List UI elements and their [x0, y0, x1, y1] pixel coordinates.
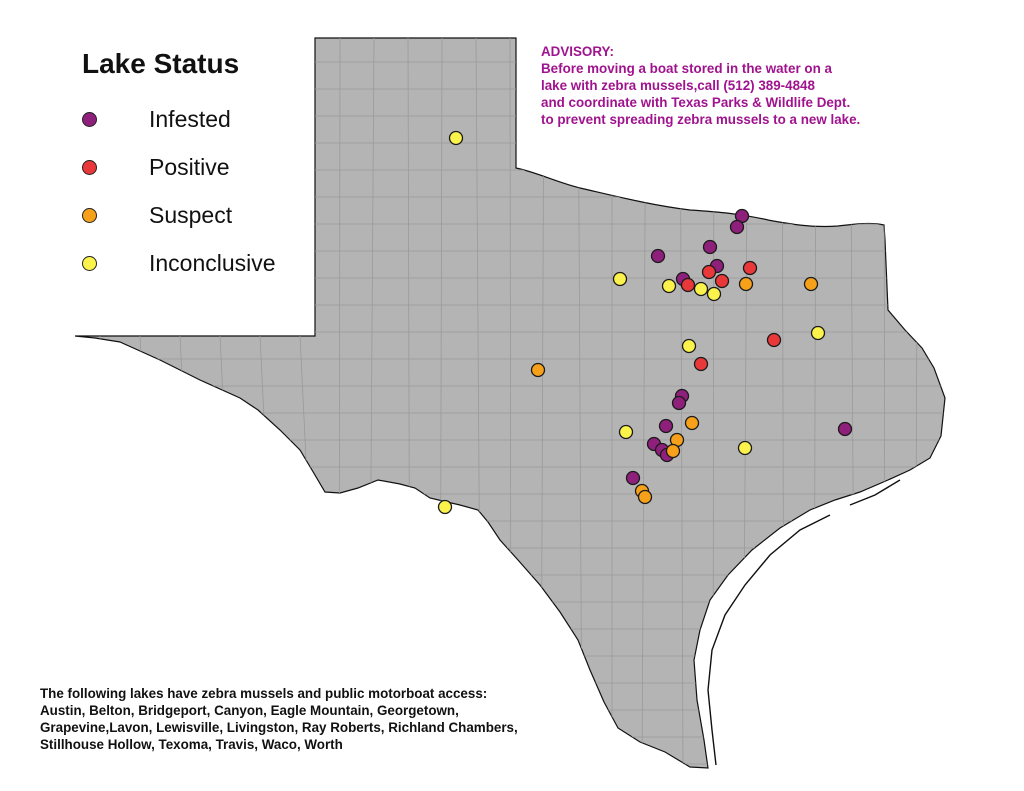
- lake-marker-infested: [658, 418, 674, 434]
- lake-marker-inconclusive: [612, 271, 628, 287]
- advisory-line: lake with zebra mussels,call (512) 389-4…: [541, 78, 815, 93]
- advisory-line: to prevent spreading zebra mussels to a …: [541, 112, 861, 127]
- legend-label: Infested: [149, 105, 231, 132]
- legend-title: Lake Status: [82, 48, 240, 79]
- legend-label: Suspect: [149, 201, 233, 228]
- coastline-islands: [707, 479, 901, 766]
- lake-marker-positive: [680, 277, 696, 293]
- lake-markers: [437, 130, 853, 515]
- lake-marker-suspect: [684, 415, 700, 431]
- advisory-line: Before moving a boat stored in the water…: [541, 61, 832, 76]
- legend-item-infested: Infested: [82, 104, 231, 134]
- legend-item-inconclusive: Inconclusive: [82, 248, 276, 278]
- legend-label: Inconclusive: [149, 249, 276, 276]
- lake-marker-inconclusive: [693, 281, 709, 297]
- lake-marker-positive: [766, 332, 782, 348]
- positive-marker-icon: [82, 159, 97, 175]
- lake-marker-suspect: [530, 362, 546, 378]
- lake-marker-infested: [702, 239, 718, 255]
- footer-line: Stillhouse Hollow, Texoma, Travis, Waco,…: [40, 737, 343, 752]
- lake-marker-infested: [625, 470, 641, 486]
- lake-access-note: The following lakes have zebra mussels a…: [40, 685, 518, 753]
- lake-marker-inconclusive: [448, 130, 464, 146]
- lake-marker-inconclusive: [681, 338, 697, 354]
- lake-marker-inconclusive: [437, 499, 453, 515]
- lake-marker-suspect: [665, 443, 681, 459]
- footer-line: The following lakes have zebra mussels a…: [40, 686, 488, 701]
- lake-marker-infested: [837, 421, 853, 437]
- legend-label: Positive: [149, 153, 230, 180]
- lake-marker-suspect: [803, 276, 819, 292]
- legend-item-positive: Positive: [82, 152, 230, 182]
- footer-line: Austin, Belton, Bridgeport, Canyon, Eagl…: [40, 703, 459, 718]
- lake-marker-positive: [701, 264, 717, 280]
- lake-marker-inconclusive: [810, 325, 826, 341]
- advisory-line: and coordinate with Texas Parks & Wildli…: [541, 95, 851, 110]
- lake-marker-positive: [693, 356, 709, 372]
- legend-item-suspect: Suspect: [82, 200, 232, 230]
- lake-marker-positive: [742, 260, 758, 276]
- advisory-heading: ADVISORY:: [541, 44, 614, 59]
- footer-line: Grapevine,Lavon, Lewisville, Livingston,…: [40, 720, 518, 735]
- lake-marker-inconclusive: [661, 278, 677, 294]
- infested-marker-icon: [82, 111, 97, 127]
- suspect-marker-icon: [82, 207, 97, 223]
- lake-marker-inconclusive: [706, 286, 722, 302]
- lake-marker-inconclusive: [737, 440, 753, 456]
- lake-marker-suspect: [637, 489, 653, 505]
- lake-marker-infested: [729, 219, 745, 235]
- lake-marker-infested: [671, 395, 687, 411]
- advisory-note: ADVISORY: Before moving a boat stored in…: [541, 43, 941, 128]
- lake-marker-inconclusive: [618, 424, 634, 440]
- lake-marker-suspect: [738, 276, 754, 292]
- lake-marker-infested: [650, 248, 666, 264]
- lake-marker-positive: [714, 273, 730, 289]
- texas-state: [74, 37, 946, 769]
- inconclusive-marker-icon: [82, 255, 97, 271]
